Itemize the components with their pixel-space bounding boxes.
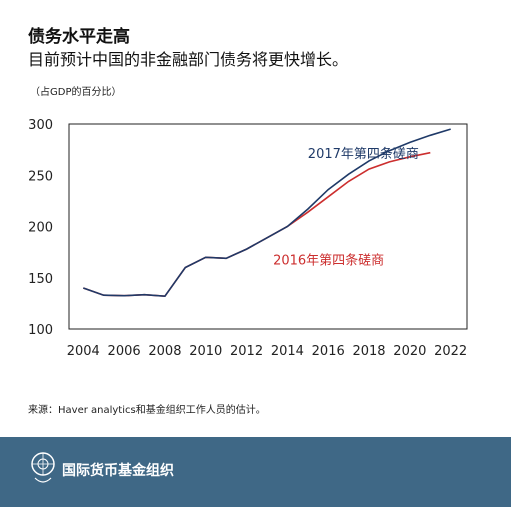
series-labels: 2017年第四条磋商 2016年第四条磋商 [273,146,419,269]
x-tick-label: 2010 [189,344,222,359]
x-tick-label: 2016 [312,344,345,359]
x-axis: 2004 2006 2008 2010 2012 2014 2016 2018 2020 2022 [67,344,467,359]
footer-bar: 国际货币基金组织 [0,437,511,507]
x-tick-label: 2006 [108,344,141,359]
y-tick-label: 100 [28,323,53,338]
unit-label: （占GDP的百分比） [30,87,122,98]
chart-title: 债务水平走高 [28,27,130,47]
x-tick-label: 2004 [67,344,100,359]
chart-subtitle: 目前预计中国的非金融部门债务将更快增长。 [28,50,349,69]
series-group [83,128,451,298]
x-tick-label: 2018 [352,344,385,359]
y-tick-label: 150 [28,272,53,287]
series-label-0: 2017年第四条磋商 [308,146,419,162]
x-tick-label: 2012 [230,344,263,359]
series-label-1: 2016年第四条磋商 [273,252,384,268]
plot-frame [68,123,468,330]
y-tick-label: 300 [28,118,53,133]
series-line-1 [83,151,431,298]
x-tick-label: 2014 [271,344,304,359]
series-line-0 [83,128,451,298]
x-tick-label: 2020 [393,344,426,359]
x-tick-label: 2022 [434,344,467,359]
source-note: 来源：Haver analytics和基金组织工作人员的估计。 [28,405,266,416]
line-chart: 100 150 200 250 300 2004 2006 2008 2010 2012 2014… [28,118,468,359]
imf-seal-icon [31,452,55,483]
org-name: 国际货币基金组织 [62,463,174,479]
x-tick-label: 2008 [148,344,181,359]
y-axis: 100 150 200 250 300 [28,118,53,338]
y-tick-label: 250 [28,169,53,184]
y-tick-label: 200 [28,221,53,236]
